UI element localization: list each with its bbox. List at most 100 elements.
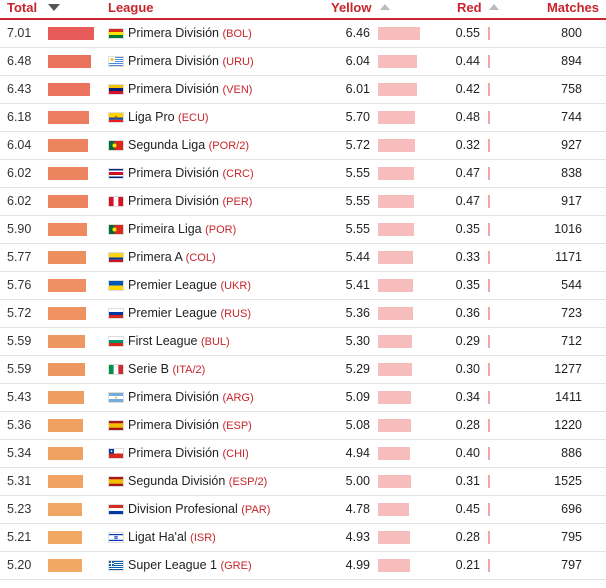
yellow-bar (378, 335, 412, 348)
matches-value: 758 (561, 82, 582, 96)
league-link[interactable]: Primera División (VEN) (128, 76, 252, 104)
yellow-value: 5.44 (345, 250, 370, 264)
league-link[interactable]: Primera División (CHI) (128, 440, 249, 468)
total-bar (48, 363, 85, 376)
yellow-bar (378, 363, 412, 376)
column-header-red[interactable]: Red (457, 0, 482, 15)
league-link[interactable]: Liga Pro (ECU) (128, 104, 209, 132)
matches-value: 800 (561, 26, 582, 40)
league-name: Super League 1 (128, 558, 217, 572)
sort-asc-icon[interactable] (489, 4, 499, 10)
table-row[interactable]: 5.90 Primeira Liga (POR) 5.55 0.35 1016 (0, 216, 606, 244)
total-value: 5.59 (7, 362, 32, 376)
total-bar (48, 307, 86, 320)
red-bar (488, 139, 490, 152)
country-flag-icon (108, 112, 124, 123)
league-link[interactable]: Segunda División (ESP/2) (128, 468, 267, 496)
total-bar (48, 83, 90, 96)
league-link[interactable]: Super League 1 (GRE) (128, 552, 252, 580)
table-row[interactable]: 6.04 Segunda Liga (POR/2) 5.72 0.32 927 (0, 132, 606, 160)
league-link[interactable]: Premier League (UKR) (128, 272, 251, 300)
total-bar (48, 391, 84, 404)
league-code: (PAR) (241, 504, 271, 516)
league-link[interactable]: Primera División (PER) (128, 188, 252, 216)
table-row[interactable]: 5.34 Primera División (CHI) 4.94 0.40 88… (0, 440, 606, 468)
column-header-total[interactable]: Total (7, 0, 38, 15)
table-row[interactable]: 5.31 Segunda División (ESP/2) 5.00 0.31 … (0, 468, 606, 496)
red-bar (488, 391, 490, 404)
red-value: 0.55 (455, 26, 480, 40)
league-code: (ESP) (222, 420, 252, 432)
table-row[interactable]: 5.76 Premier League (UKR) 5.41 0.35 544 (0, 272, 606, 300)
yellow-value: 5.55 (345, 166, 370, 180)
table-row[interactable]: 5.59 First League (BUL) 5.30 0.29 712 (0, 328, 606, 356)
total-value: 6.48 (7, 54, 32, 68)
total-value: 5.23 (7, 502, 32, 516)
column-header-matches[interactable]: Matches (546, 0, 599, 15)
matches-value: 744 (561, 110, 582, 124)
column-header-yellow[interactable]: Yellow (331, 0, 372, 15)
table-row[interactable]: 5.43 Primera División (ARG) 5.09 0.34 14… (0, 384, 606, 412)
total-value: 5.20 (7, 558, 32, 572)
yellow-value: 4.94 (345, 446, 370, 460)
sort-desc-icon[interactable] (48, 4, 60, 11)
league-link[interactable]: Division Profesional (PAR) (128, 496, 270, 524)
league-link[interactable]: Serie B (ITA/2) (128, 356, 205, 384)
table-row[interactable]: 6.18 Liga Pro (ECU) 5.70 0.48 744 (0, 104, 606, 132)
league-link[interactable]: Ligat Ha'al (ISR) (128, 524, 216, 552)
table-row[interactable]: 5.77 Primera A (COL) 5.44 0.33 1171 (0, 244, 606, 272)
table-row[interactable]: 7.01 Primera División (BOL) 6.46 0.55 80… (0, 20, 606, 48)
sort-asc-icon[interactable] (380, 4, 390, 10)
yellow-bar (378, 307, 413, 320)
league-name: Primera División (128, 26, 219, 40)
table-row[interactable]: 6.48 Primera División (URU) 6.04 0.44 89… (0, 48, 606, 76)
total-bar (48, 559, 82, 572)
total-bar (48, 27, 94, 40)
league-link[interactable]: Premier League (RUS) (128, 300, 251, 328)
yellow-value: 5.09 (345, 390, 370, 404)
total-bar (48, 167, 88, 180)
matches-value: 917 (561, 194, 582, 208)
league-link[interactable]: Primera División (CRC) (128, 160, 254, 188)
league-link[interactable]: Primera División (BOL) (128, 20, 252, 48)
red-value: 0.28 (455, 530, 480, 544)
matches-value: 696 (561, 502, 582, 516)
yellow-bar (378, 391, 411, 404)
total-bar (48, 223, 87, 236)
total-value: 7.01 (7, 26, 32, 40)
table-row[interactable]: 5.36 Primera División (ESP) 5.08 0.28 12… (0, 412, 606, 440)
yellow-bar (378, 251, 413, 264)
total-value: 6.43 (7, 82, 32, 96)
league-name: Primera División (128, 418, 219, 432)
red-value: 0.34 (455, 390, 480, 404)
red-bar (488, 111, 490, 124)
table-row[interactable]: 6.02 Primera División (PER) 5.55 0.47 91… (0, 188, 606, 216)
red-value: 0.35 (455, 222, 480, 236)
country-flag-icon (108, 420, 124, 431)
table-row[interactable]: 5.72 Premier League (RUS) 5.36 0.36 723 (0, 300, 606, 328)
league-link[interactable]: Primera División (ARG) (128, 384, 254, 412)
red-value: 0.42 (455, 82, 480, 96)
league-link[interactable]: Primera División (ESP) (128, 412, 252, 440)
league-link[interactable]: Primera A (COL) (128, 244, 216, 272)
table-row[interactable]: 6.43 Primera División (VEN) 6.01 0.42 75… (0, 76, 606, 104)
league-code: (VEN) (222, 84, 253, 96)
league-link[interactable]: Primeira Liga (POR) (128, 216, 236, 244)
league-code: (RUS) (220, 308, 251, 320)
red-bar (488, 195, 490, 208)
league-link[interactable]: First League (BUL) (128, 328, 230, 356)
column-header-league[interactable]: League (108, 0, 154, 15)
yellow-bar (378, 419, 411, 432)
table-row[interactable]: 5.21 Ligat Ha'al (ISR) 4.93 0.28 795 (0, 524, 606, 552)
yellow-bar (378, 223, 414, 236)
table-row[interactable]: 6.02 Primera División (CRC) 5.55 0.47 83… (0, 160, 606, 188)
league-link[interactable]: Segunda Liga (POR/2) (128, 132, 249, 160)
table-row[interactable]: 5.59 Serie B (ITA/2) 5.29 0.30 1277 (0, 356, 606, 384)
total-value: 5.72 (7, 306, 32, 320)
table-row[interactable]: 5.20 Super League 1 (GRE) 4.99 0.21 797 (0, 552, 606, 580)
league-code: (ITA/2) (172, 364, 206, 376)
league-link[interactable]: Primera División (URU) (128, 48, 254, 76)
table-row[interactable]: 5.23 Division Profesional (PAR) 4.78 0.4… (0, 496, 606, 524)
red-bar (488, 279, 490, 292)
red-bar (488, 475, 490, 488)
